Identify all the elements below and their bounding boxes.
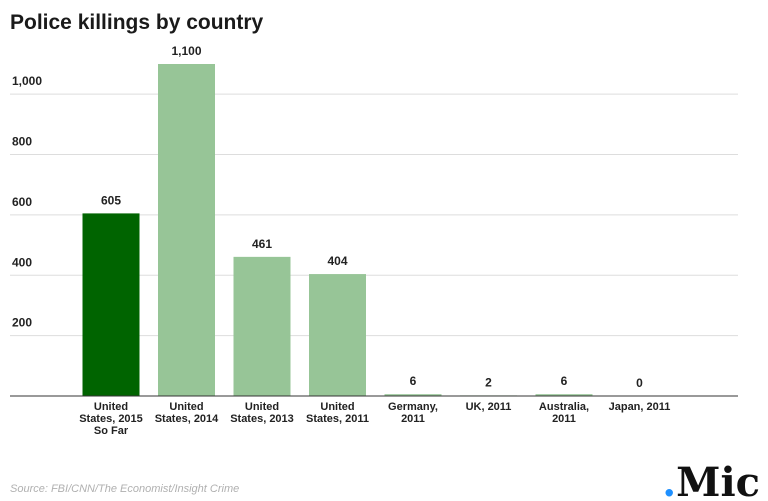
category-label: United States, 2015 So Far — [79, 401, 143, 437]
bar — [233, 256, 291, 396]
bar — [158, 64, 215, 396]
bar — [309, 274, 366, 396]
bar-value-label: 605 — [101, 193, 121, 207]
mic-logo: .Mic — [662, 459, 760, 501]
bar — [82, 213, 140, 396]
category-label: United States, 2013 — [230, 401, 294, 425]
logo-text: .Mic — [662, 459, 760, 501]
y-axis-ticks: 200 400 600 800 1,000 — [12, 74, 42, 329]
bar-value-label: 1,100 — [171, 44, 201, 58]
y-tick-label: 600 — [12, 195, 32, 209]
category-label: UK, 2011 — [466, 401, 512, 413]
bar-value-label: 2 — [485, 375, 492, 389]
category-label: United States, 2011 — [306, 401, 369, 425]
bar-value-label: 461 — [252, 237, 272, 251]
bar-value-label: 404 — [327, 254, 347, 268]
bars — [82, 64, 593, 396]
y-tick-label: 1,000 — [12, 74, 42, 88]
source-note: Source: FBI/CNN/The Economist/Insight Cr… — [10, 483, 239, 495]
y-tick-label: 400 — [12, 255, 32, 269]
category-labels: United States, 2015 So Far United States, 20… — [79, 401, 670, 437]
category-label: Australia, 2011 — [539, 401, 589, 425]
bar — [384, 394, 442, 396]
y-tick-label: 800 — [12, 135, 32, 149]
chart-title: Police killings by country — [10, 11, 264, 34]
y-tick-label: 200 — [12, 316, 32, 330]
bar — [535, 394, 593, 396]
category-label: Germany, 2011 — [388, 401, 438, 425]
category-label: Japan, 2011 — [609, 401, 671, 413]
category-label: United States, 2014 — [155, 401, 219, 425]
bar-value-label: 6 — [561, 374, 568, 388]
value-labels: 605 1,100 461 404 6 2 6 0 — [101, 44, 643, 390]
bar-value-label: 0 — [636, 376, 643, 390]
bar-value-label: 6 — [410, 374, 417, 388]
